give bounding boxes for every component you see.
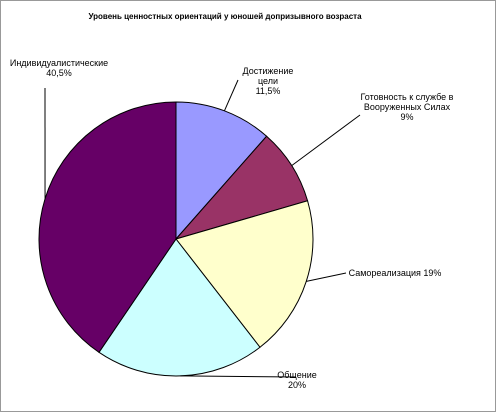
slice-label: Общение 20%: [262, 370, 332, 390]
value-label: 40,5%: [46, 68, 72, 78]
slice-label: Индивидуалистические 40,5%: [4, 58, 114, 78]
pie-slice: [175, 200, 314, 348]
value-label: 19%: [423, 268, 442, 278]
slice-label: Достижение цели 11,5%: [232, 66, 304, 96]
leader-line: [180, 375, 297, 378]
pie-slice: [38, 101, 177, 354]
value-label: 11,5%: [255, 86, 281, 96]
value-label: 9%: [400, 112, 414, 122]
category-label: Готовность к службе в Вооруженных Силах: [360, 92, 454, 112]
leader-line: [223, 79, 239, 112]
slice-label: Самореализация 19%: [345, 268, 445, 278]
pie-slice: [98, 238, 261, 377]
chart-title: Уровень ценностных ориентаций у юношей д…: [88, 12, 362, 21]
category-label: Достижение цели: [242, 66, 294, 86]
leader-line: [291, 114, 361, 166]
value-label: 20%: [287, 380, 306, 390]
slice-label: Готовность к службе в Вооруженных Силах 9…: [352, 92, 462, 122]
category-label: Общение: [277, 370, 317, 380]
pie-slice: [175, 101, 268, 241]
leader-line: [306, 272, 347, 282]
category-label: Индивидуалистические: [9, 58, 109, 68]
category-label: Самореализация: [348, 268, 421, 278]
